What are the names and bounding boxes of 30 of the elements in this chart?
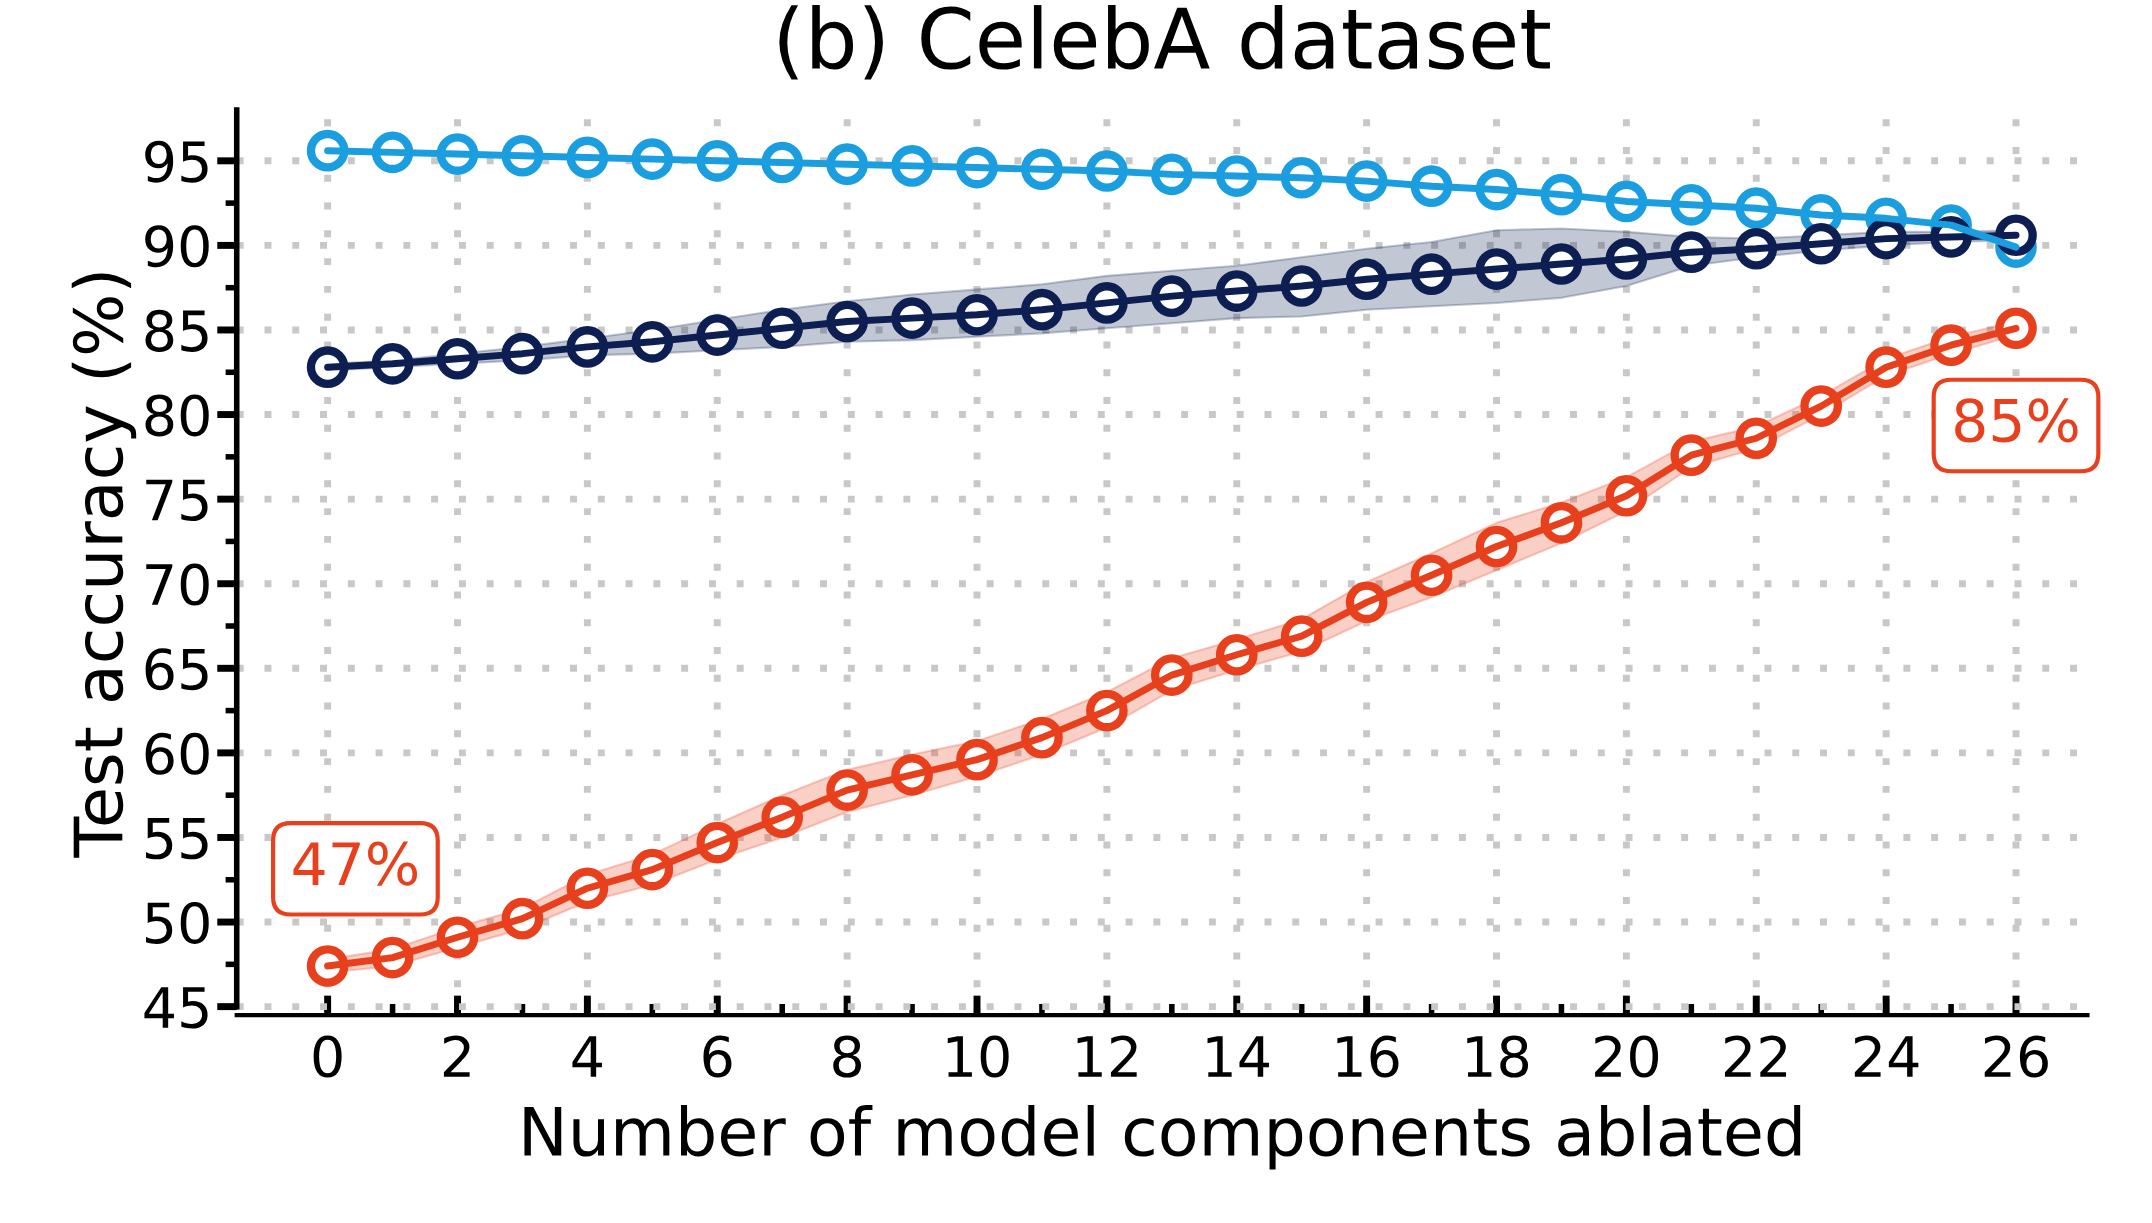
y-tick-label: 45 xyxy=(144,987,208,1029)
x-tick-label: 16 xyxy=(1337,1035,1399,1078)
annotation: 47% xyxy=(293,841,418,886)
y-tick-label: 80 xyxy=(145,394,209,437)
y-tick-label: 65 xyxy=(145,648,208,691)
x-tick-label: 20 xyxy=(1595,1035,1659,1078)
x-tick-label: 8 xyxy=(833,1035,861,1078)
x-axis-title: Number of model components ablated xyxy=(524,1104,1801,1170)
y-tick-label: 95 xyxy=(145,140,208,183)
y-tick-label: 55 xyxy=(146,818,208,860)
y-tick-label: 75 xyxy=(146,479,208,522)
x-tick-label: 22 xyxy=(1724,1035,1787,1077)
y-tick-label: 50 xyxy=(146,901,209,944)
x-tick-label: 4 xyxy=(572,1036,602,1077)
y-tick-label: 70 xyxy=(146,563,209,606)
x-tick-label: 6 xyxy=(703,1035,732,1078)
x-tick-label: 10 xyxy=(947,1035,1009,1078)
y-tick-label: 60 xyxy=(145,732,209,775)
y-tick-label: 85 xyxy=(145,309,208,352)
x-tick-label: 2 xyxy=(443,1035,470,1077)
x-tick-label: 12 xyxy=(1077,1035,1137,1077)
x-tick-label: 0 xyxy=(313,1035,342,1078)
x-tick-label: 18 xyxy=(1467,1035,1529,1078)
chart-title: (b) CelebA dataset xyxy=(779,5,1550,80)
y-tick-label: 90 xyxy=(145,225,209,268)
y-axis-title: Test accuracy (%) xyxy=(71,273,137,858)
x-tick-label: 26 xyxy=(1984,1035,2048,1078)
x-tick-label: 14 xyxy=(1207,1036,1269,1077)
x-tick-label: 24 xyxy=(1854,1035,1919,1077)
annotation: 85% xyxy=(1955,398,2078,443)
